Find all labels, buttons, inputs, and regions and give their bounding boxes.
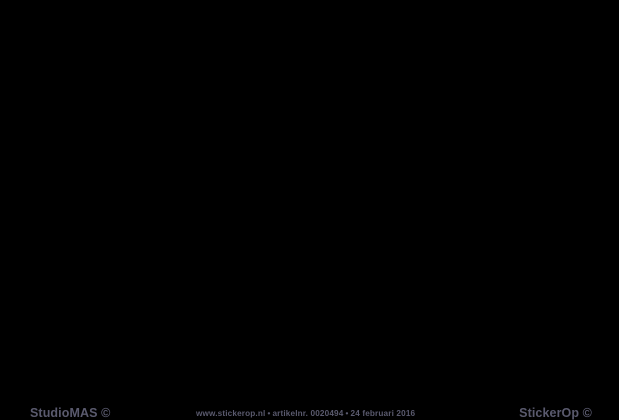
article-number-label: artikelnr. 0020494 — [272, 408, 344, 418]
separator-bullet-1: • — [267, 408, 271, 418]
footer-credit-bar: StudioMAS © www.stickerop.nl • artikelnr. … — [0, 396, 619, 420]
website-link[interactable]: www.stickerop.nl — [196, 408, 266, 418]
studio-credit-label: StudioMAS © — [30, 405, 111, 420]
date-label: 24 februari 2016 — [350, 408, 416, 418]
artwork-silhouette-area — [0, 0, 619, 400]
separator-bullet-2: • — [345, 408, 349, 418]
shop-credit-label: StickerOp © — [519, 405, 592, 420]
footer-meta-line: www.stickerop.nl • artikelnr. 0020494 • 24 f… — [196, 408, 416, 418]
